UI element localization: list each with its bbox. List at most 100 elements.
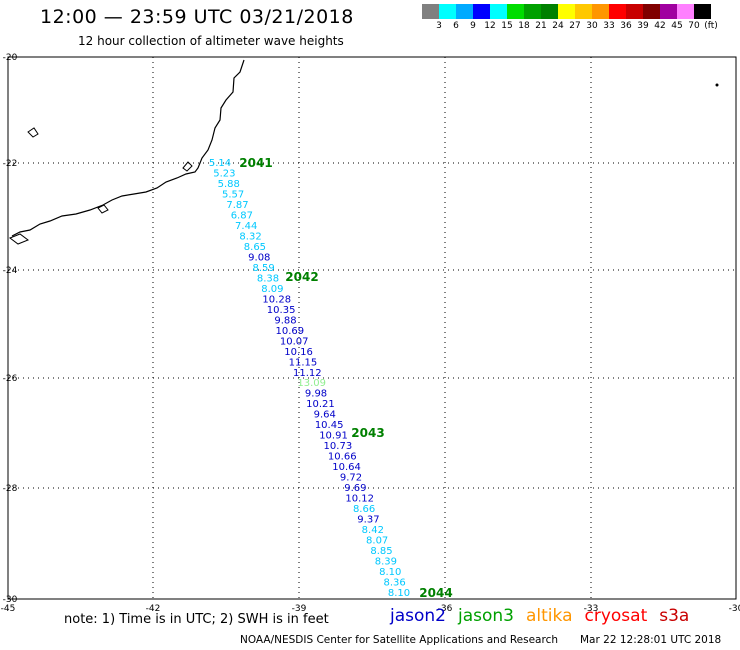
track-time-label: 2044 xyxy=(419,586,452,600)
footer-note: note: 1) Time is in UTC; 2) SWH is in fe… xyxy=(64,612,329,627)
wave-height-label: 8.10 xyxy=(388,588,410,599)
wave-height-label: 9.69 xyxy=(344,483,366,494)
satellite-label: s3a xyxy=(659,606,690,626)
legend-label: (ft) xyxy=(704,21,718,31)
bay-outline xyxy=(97,204,109,214)
wave-height-label: 8.32 xyxy=(239,231,261,242)
lat-tick-label: -28 xyxy=(3,484,18,494)
wave-height-label: 10.28 xyxy=(262,294,291,305)
lat-tick-label: -26 xyxy=(3,374,18,384)
legend-swatch xyxy=(422,4,439,19)
map-axis-labels: -45 -42 -39 -36 -33 -30 -20 -22 -24 -26 -28 -30 xyxy=(1,53,740,614)
wave-height-label: 10.64 xyxy=(332,462,361,473)
lon-tick-label: -39 xyxy=(292,604,307,614)
satellite-label: jason3 xyxy=(458,606,514,626)
wave-height-label: 10.91 xyxy=(319,431,348,442)
lat-tick-label: -24 xyxy=(3,266,18,276)
credit-text: NOAA/NESDIS Center for Satellite Applica… xyxy=(240,634,558,646)
legend-label: 9 xyxy=(470,21,476,31)
wave-height-label: 8.36 xyxy=(384,578,406,589)
bay-outline xyxy=(8,233,30,245)
track-time-label: 2042 xyxy=(285,270,318,284)
wave-height-label: 5.14 xyxy=(209,158,231,169)
wave-height-label: 13.09 xyxy=(297,378,326,389)
legend-swatch xyxy=(473,4,490,19)
altimeter-track: 5.145.235.885.577.876.877.448.328.659.08… xyxy=(209,158,410,599)
wave-height-label: 6.87 xyxy=(231,210,253,221)
wave-height-label: 9.98 xyxy=(305,389,327,400)
page-subtitle: 12 hour collection of altimeter wave hei… xyxy=(78,34,344,48)
wave-height-label: 10.45 xyxy=(315,420,344,431)
wave-height-label: 8.66 xyxy=(353,504,375,515)
wave-height-label: 10.16 xyxy=(284,347,313,358)
legend-swatch xyxy=(575,4,592,19)
legend-label: 70 xyxy=(688,21,700,31)
track-time-label: 2041 xyxy=(239,156,272,170)
wave-height-label: 8.10 xyxy=(379,567,401,578)
lat-tick-label: -20 xyxy=(3,53,18,63)
lon-tick-label: -45 xyxy=(1,604,16,614)
lat-tick-label: -30 xyxy=(3,595,18,605)
legend-swatch xyxy=(660,4,677,19)
legend-label: 15 xyxy=(501,21,513,31)
legend-label: 30 xyxy=(586,21,598,31)
wave-height-label: 10.21 xyxy=(306,399,335,410)
wave-height-label: 11.15 xyxy=(289,357,318,368)
wave-height-label: 7.87 xyxy=(226,200,248,211)
wave-height-label: 7.44 xyxy=(235,221,257,232)
coastline xyxy=(8,59,719,245)
legend-label: 45 xyxy=(671,21,683,31)
coastal-island xyxy=(182,161,193,172)
legend-label: 21 xyxy=(535,21,547,31)
credit-line: NOAA/NESDIS Center for Satellite Applica… xyxy=(240,634,721,646)
legend-label: 27 xyxy=(569,21,581,31)
wave-height-label: 9.88 xyxy=(274,315,296,326)
legend-swatch xyxy=(524,4,541,19)
legend-labels: 3 6 9 12 15 18 21 24 27 30 33 36 39 42 45 70 (ft) xyxy=(422,19,718,33)
legend-swatch xyxy=(626,4,643,19)
satellite-label: cryosat xyxy=(584,606,648,626)
lat-tick-label: -22 xyxy=(3,159,18,169)
legend-swatch xyxy=(677,4,694,19)
legend-swatch xyxy=(643,4,660,19)
legend-label: 33 xyxy=(603,21,615,31)
map-frame xyxy=(7,56,737,600)
generated-timestamp: Mar 22 12:28:01 UTC 2018 xyxy=(580,634,722,646)
legend-label: 6 xyxy=(453,21,459,31)
lon-tick-label: -33 xyxy=(584,604,599,614)
wave-height-label: 10.07 xyxy=(280,336,309,347)
lon-tick-label: -36 xyxy=(438,604,453,614)
lon-tick-label: -42 xyxy=(146,604,161,614)
wave-height-label: 8.09 xyxy=(261,284,283,295)
wave-height-label: 5.57 xyxy=(222,189,244,200)
page-title: 12:00 — 23:59 UTC 03/21/2018 xyxy=(40,6,354,28)
legend-label: 12 xyxy=(484,21,496,31)
legend-swatch xyxy=(592,4,609,19)
lon-tick-label: -30 xyxy=(729,604,740,614)
wave-height-label: 8.42 xyxy=(362,525,384,536)
satellite-label: altika xyxy=(526,606,573,626)
wave-height-label: 5.88 xyxy=(218,179,240,190)
legend-swatch xyxy=(507,4,524,19)
wave-height-label: 5.23 xyxy=(213,168,235,179)
wave-height-label: 8.59 xyxy=(253,263,275,274)
wave-height-label: 8.38 xyxy=(257,273,279,284)
wave-height-label: 8.85 xyxy=(370,546,392,557)
legend-swatch xyxy=(541,4,558,19)
wave-height-label: 9.72 xyxy=(340,473,362,484)
wave-height-label: 8.39 xyxy=(375,557,397,568)
legend-label: 24 xyxy=(552,21,564,31)
legend-swatch xyxy=(609,4,626,19)
wave-height-label: 9.37 xyxy=(357,515,379,526)
color-legend: 3 6 9 12 15 18 21 24 27 30 33 36 39 42 45 70 (ft) xyxy=(422,4,718,33)
wave-height-label: 9.64 xyxy=(314,410,336,421)
small-island xyxy=(715,83,719,87)
wave-height-label: 8.07 xyxy=(366,536,388,547)
satellite-label: jason2 xyxy=(390,606,446,626)
track-time-labels: 2041 2042 2043 2044 xyxy=(239,156,452,600)
satellite-legend: jason2 jason3 altika cryosat s3a xyxy=(390,606,701,626)
wave-height-label: 8.65 xyxy=(244,242,266,253)
wave-height-label: 10.66 xyxy=(328,452,357,463)
legend-swatch xyxy=(558,4,575,19)
